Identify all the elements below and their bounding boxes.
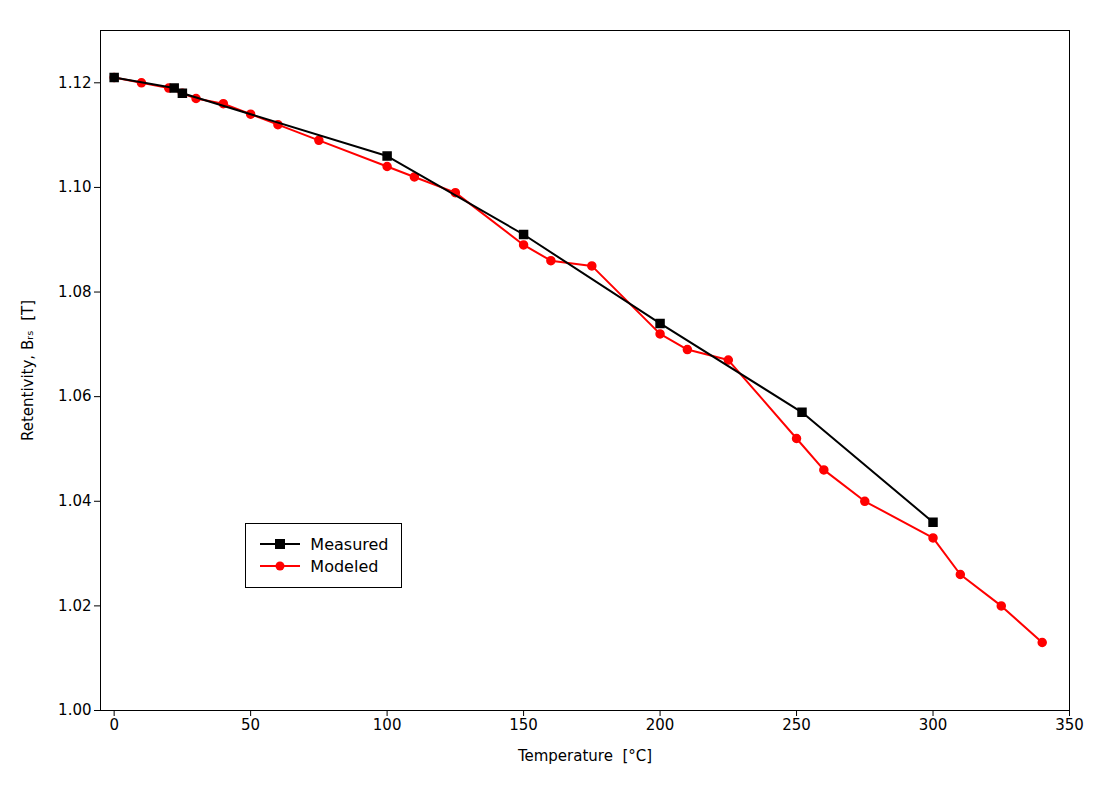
svg-text:1.02: 1.02	[58, 597, 91, 615]
svg-text:Temperature [°C]: Temperature [°C]	[517, 747, 652, 765]
svg-text:50: 50	[241, 716, 260, 734]
svg-text:250: 250	[782, 716, 811, 734]
svg-text:200: 200	[646, 716, 675, 734]
html-text:Measured: Measured	[310, 534, 389, 554]
svg-text:350: 350	[1055, 716, 1084, 734]
svg-text:300: 300	[919, 716, 948, 734]
svg-text:1.00: 1.00	[58, 701, 91, 719]
svg-text:1.06: 1.06	[58, 387, 91, 405]
svg-text:100: 100	[373, 716, 402, 734]
svg-text:1.12: 1.12	[58, 74, 91, 92]
svg-text:1.10: 1.10	[58, 178, 91, 196]
svg-text:1.04: 1.04	[58, 492, 91, 510]
svg-text:0: 0	[109, 716, 119, 734]
html-text:Modeled: Modeled	[310, 556, 379, 576]
svg-text:1.08: 1.08	[58, 283, 91, 301]
svg-text:150: 150	[509, 716, 538, 734]
svg-text:Retentivity, Bᵣₛ [T]: Retentivity, Bᵣₛ [T]	[19, 300, 37, 441]
